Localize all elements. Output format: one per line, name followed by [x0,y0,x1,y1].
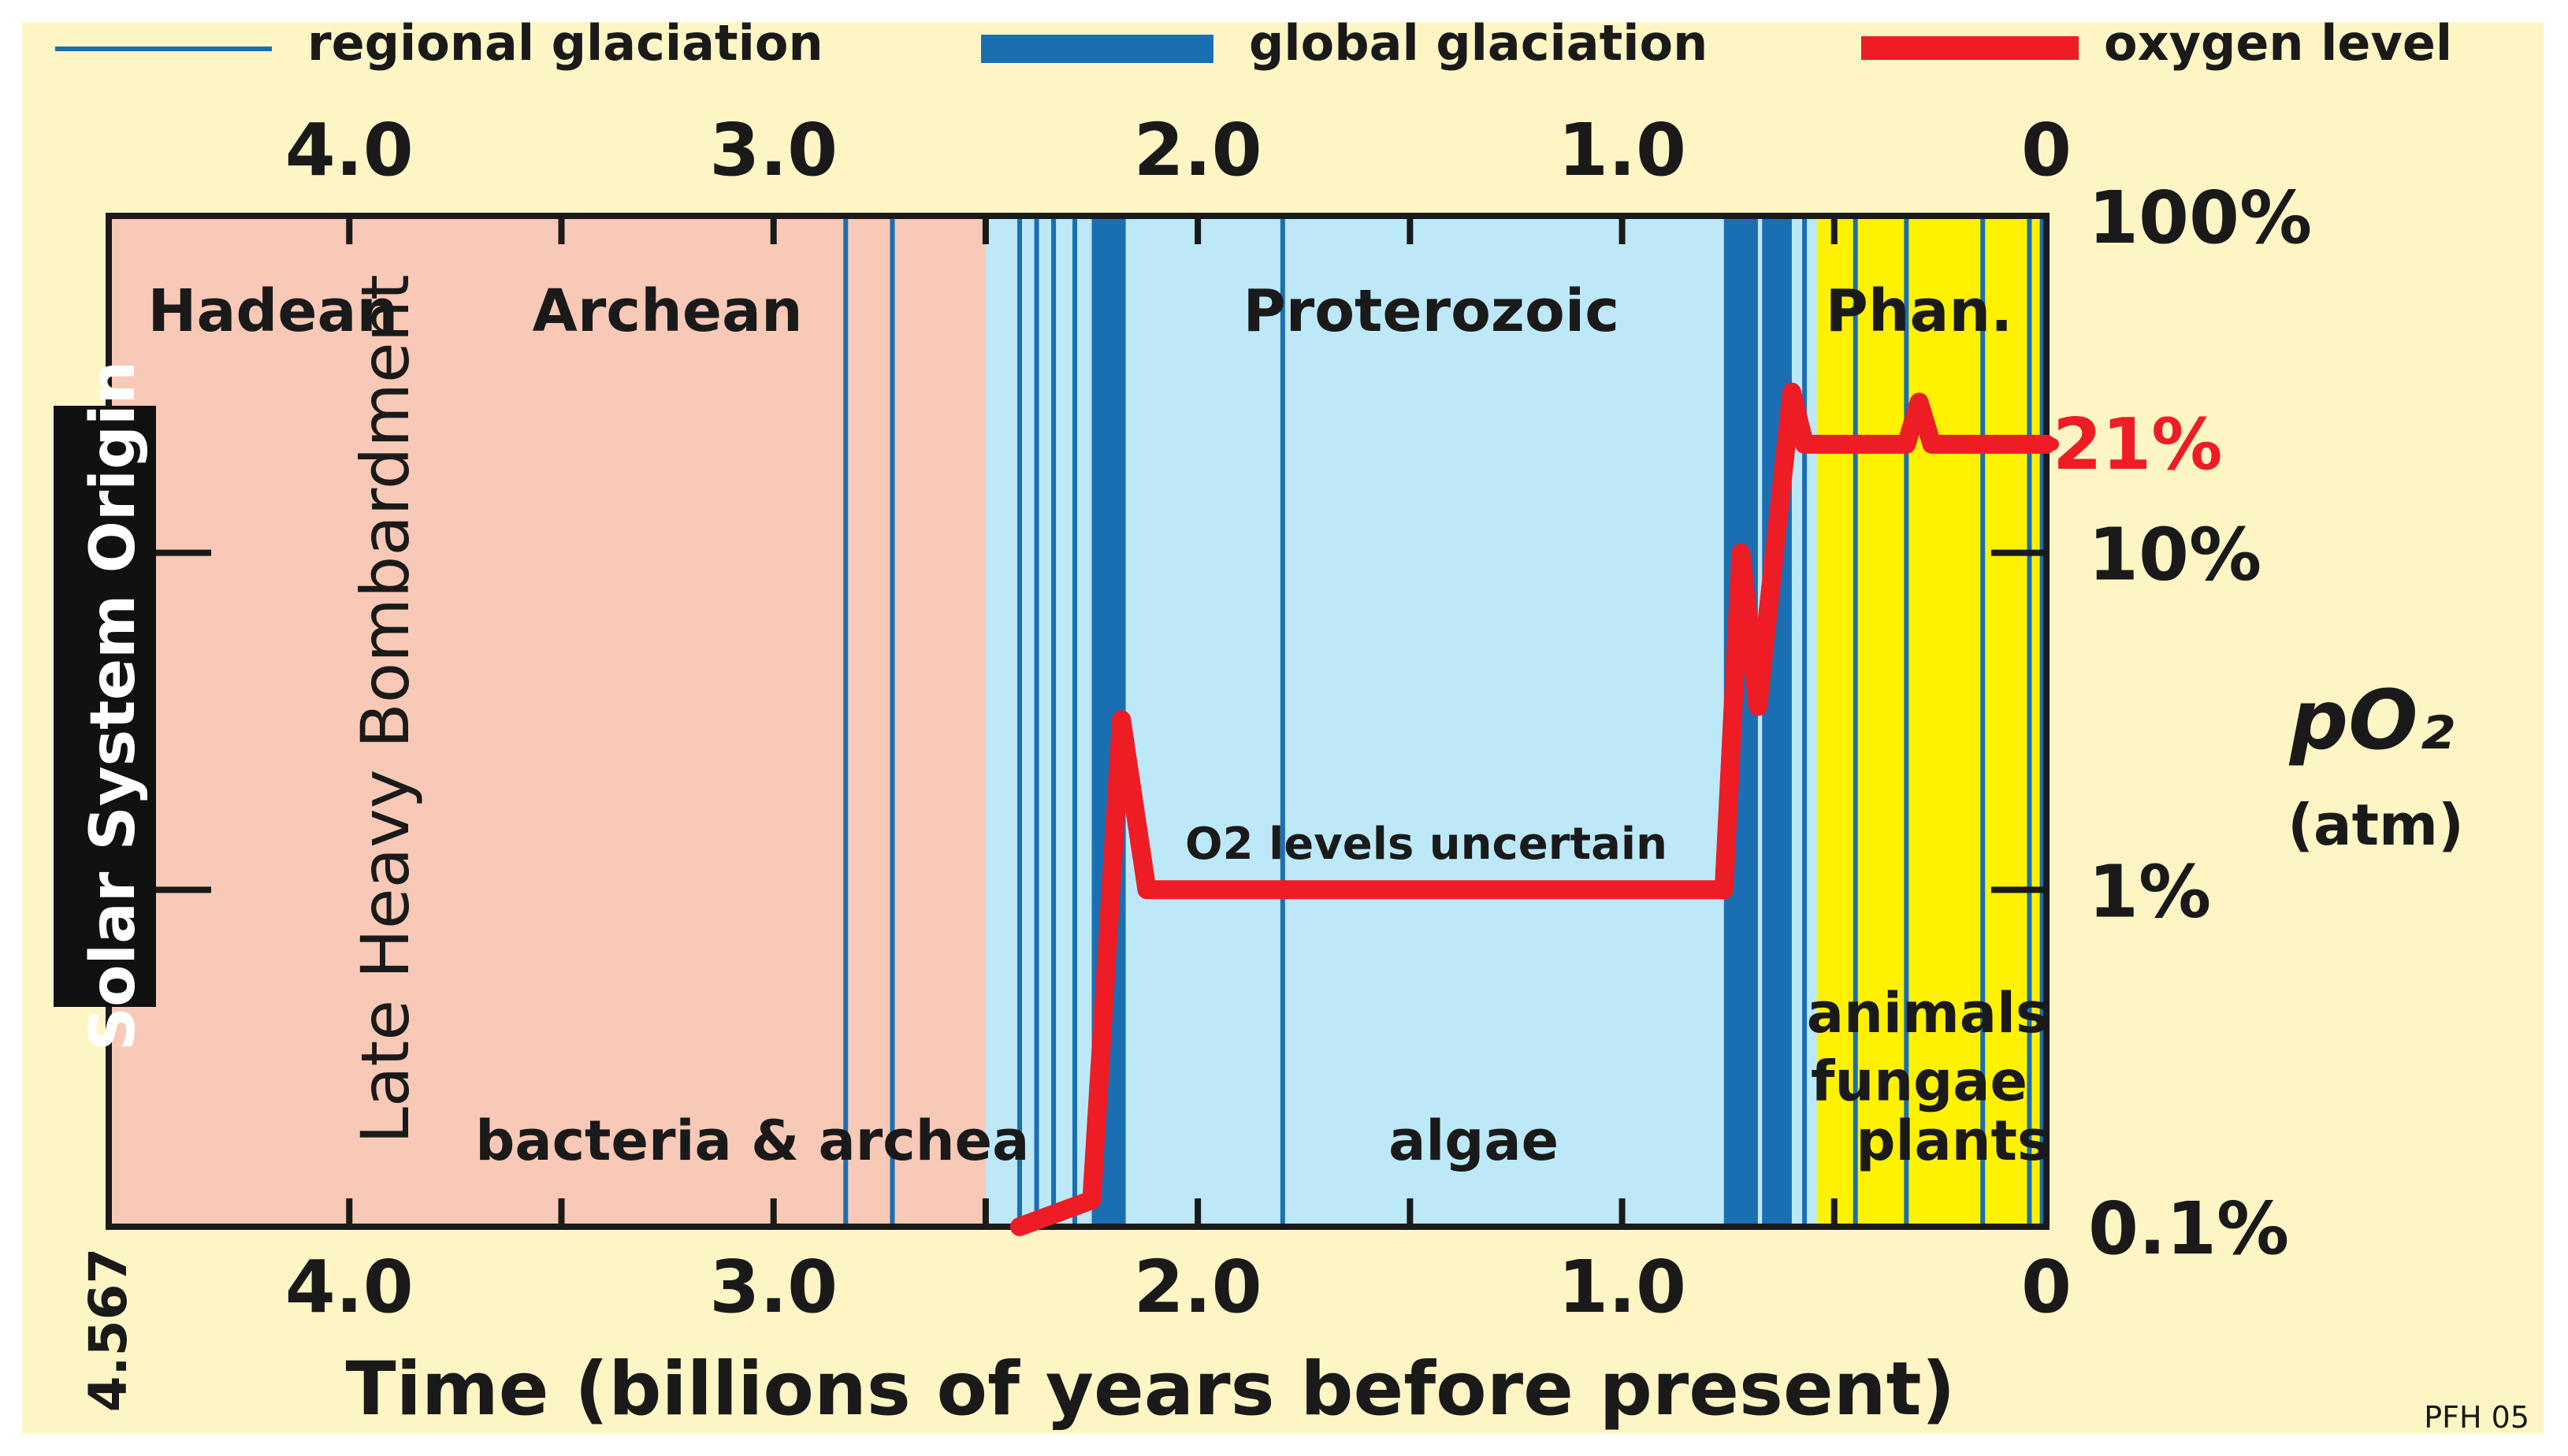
x-tick-label-bottom: 0 [2021,1245,2072,1329]
life-label: bacteria & archea [475,1109,1029,1173]
x-tick-label-bottom: 2.0 [1134,1245,1262,1329]
plot-area: 4.04.03.03.02.02.01.01.0000.1%1%10%100%H… [106,108,2312,1329]
legend-swatch-oxygen [1861,36,2079,60]
solar-system-origin-box [54,406,156,1007]
eon-band-archean [349,216,986,1227]
life-label: animals [1807,981,2049,1046]
x-tick-label-top: 0 [2021,108,2072,192]
x-tick-label-top: 1.0 [1558,108,1686,192]
x-axis-title: Time (billions of years before present) [345,1346,1955,1432]
y-tick-label: 1% [2088,849,2211,934]
legend-label-oxygen: oxygen level [2104,14,2452,72]
oxygen-endpoint-marker [2046,437,2059,451]
legend-label-regional: regional glaciation [307,14,823,72]
o2-uncertain-label: O2 levels uncertain [1185,819,1667,870]
solar-system-origin-label: Solar System Origin [78,361,149,1051]
y-tick-label: 100% [2088,176,2312,260]
late-heavy-bombardment-label: Late Heavy Bombardment [347,274,424,1144]
current-oxygen-label: 21% [2053,403,2222,486]
x-tick-label-bottom: 4.0 [285,1245,414,1329]
global-glaciation-bar [1762,216,1792,1227]
x-tick-label-top: 3.0 [709,108,838,192]
x-tick-label-bottom: 3.0 [709,1245,838,1329]
life-label: plants [1856,1109,2050,1173]
y-tick-label: 10% [2088,513,2261,597]
eon-label-hadean: Hadean [148,277,399,345]
y-tick-label: 0.1% [2088,1187,2289,1271]
x-tick-label-top: 4.0 [285,108,414,192]
life-label: algae [1388,1109,1559,1173]
life-label: fungae [1811,1049,2027,1114]
eon-label-proterozoic: Proterozoic [1243,277,1619,345]
legend-label-global: global glaciation [1249,14,1708,72]
y-axis-unit: (atm) [2287,792,2464,858]
solar-system-origin-badge: Solar System Origin [54,361,156,1051]
oxygen-level-line [1010,382,2056,1236]
eon-label-phan: Phan. [1826,277,2013,345]
credit-label: PFH 05 [2424,1400,2529,1435]
x-tick-label-top: 2.0 [1134,108,1262,192]
x-origin-label: 4.567 [78,1248,139,1413]
legend: regional glaciation global glaciation ox… [55,14,2452,72]
y-axis-title: pO₂ [2288,672,2454,768]
x-tick-label-bottom: 1.0 [1558,1245,1686,1329]
eon-label-archean: Archean [533,277,803,345]
legend-swatch-global [981,35,1213,63]
